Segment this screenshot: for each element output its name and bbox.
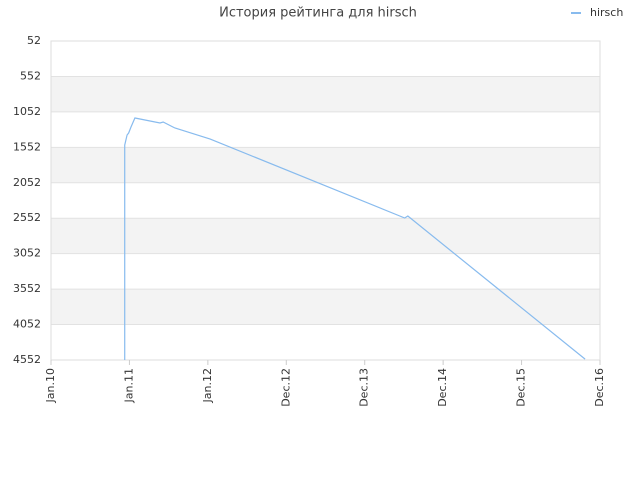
x-tick-label: Dec.16 — [593, 368, 606, 407]
x-tick-label: Dec.13 — [358, 368, 371, 407]
y-tick-label: 2052 — [13, 176, 41, 189]
x-tick-label: Dec.12 — [279, 368, 292, 407]
y-tick-label: 552 — [20, 69, 41, 82]
y-tick-label: 2552 — [13, 211, 41, 224]
x-tick-label: Jan.10 — [44, 368, 57, 403]
legend-label: hirsch — [590, 6, 623, 19]
line — [124, 117, 586, 360]
band — [51, 147, 600, 183]
x-tick-label: Dec.15 — [515, 368, 528, 407]
band — [51, 76, 600, 112]
y-tick-label: 1052 — [13, 105, 41, 118]
y-tick-label: 4552 — [13, 353, 41, 366]
y-tick-label: 52 — [27, 34, 41, 47]
x-tick-label: Jan.12 — [201, 368, 214, 403]
band — [51, 289, 600, 325]
y-tick-label: 3552 — [13, 282, 41, 295]
y-tick-label: 1552 — [13, 140, 41, 153]
chart-title: История рейтинга для hirsch — [219, 6, 417, 21]
y-tick-label: 4052 — [13, 318, 41, 331]
y-tick-label: 3052 — [13, 247, 41, 260]
x-tick-label: Dec.14 — [436, 368, 449, 407]
band — [51, 218, 600, 254]
x-tick-label: Jan.11 — [122, 368, 135, 403]
plot-border — [50, 40, 601, 361]
